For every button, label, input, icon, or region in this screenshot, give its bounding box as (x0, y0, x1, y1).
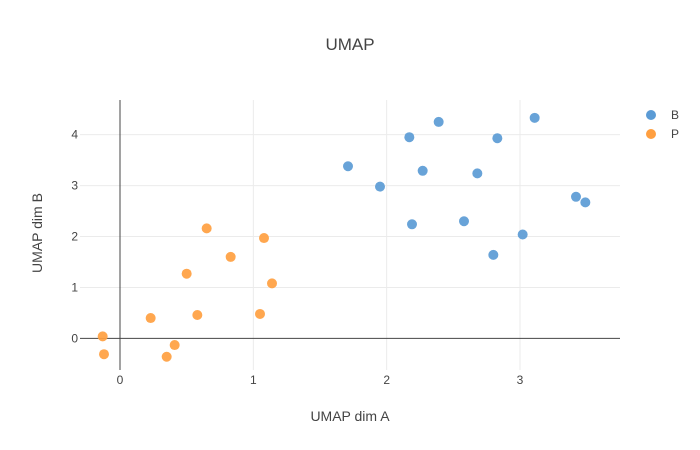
data-points (97, 112, 591, 362)
tick-labels: 0 1 2 3 0 1 2 3 4 (71, 128, 523, 387)
x-tick-label: 3 (517, 373, 524, 387)
data-point-P (255, 308, 265, 319)
data-point-P (161, 351, 172, 362)
y-tick-label: 4 (71, 128, 78, 142)
data-point-B (417, 165, 428, 176)
y-tick-label: 3 (71, 179, 78, 193)
data-point-P (192, 309, 203, 320)
y-axis-title: UMAP dim B (29, 193, 45, 273)
data-point-B (375, 181, 385, 192)
y-tick-label: 0 (71, 331, 78, 345)
x-axis-title: UMAP dim A (310, 408, 390, 424)
data-point-B (407, 219, 417, 230)
data-point-B (492, 133, 503, 144)
data-point-B (571, 191, 581, 202)
grid (80, 100, 620, 370)
data-point-P (97, 331, 108, 342)
y-tick-label: 1 (71, 280, 78, 294)
data-point-P (267, 278, 277, 289)
data-point-P (145, 313, 156, 324)
legend-marker-B (646, 110, 656, 120)
data-point-B (517, 229, 528, 240)
legend-label-B: B (671, 108, 679, 122)
data-point-B (404, 132, 415, 143)
data-point-P (259, 233, 269, 244)
data-point-P (169, 340, 180, 351)
data-point-P (201, 223, 212, 234)
legend: BP (646, 108, 679, 141)
legend-marker-P (646, 129, 656, 139)
data-point-B (529, 112, 540, 123)
axes (80, 100, 620, 370)
data-point-B (580, 197, 591, 208)
y-tick-label: 2 (71, 230, 78, 244)
chart-title: UMAP (325, 35, 374, 54)
data-point-B (433, 116, 444, 127)
data-point-P (181, 268, 192, 279)
data-point-B (472, 168, 483, 179)
data-point-B (488, 249, 499, 260)
x-tick-label: 2 (383, 373, 390, 387)
data-point-B (343, 161, 353, 172)
x-tick-label: 0 (117, 373, 124, 387)
data-point-P (225, 251, 236, 262)
x-tick-label: 1 (250, 373, 257, 387)
data-point-B (459, 216, 469, 227)
legend-label-P: P (671, 127, 679, 141)
data-point-P (99, 349, 109, 360)
